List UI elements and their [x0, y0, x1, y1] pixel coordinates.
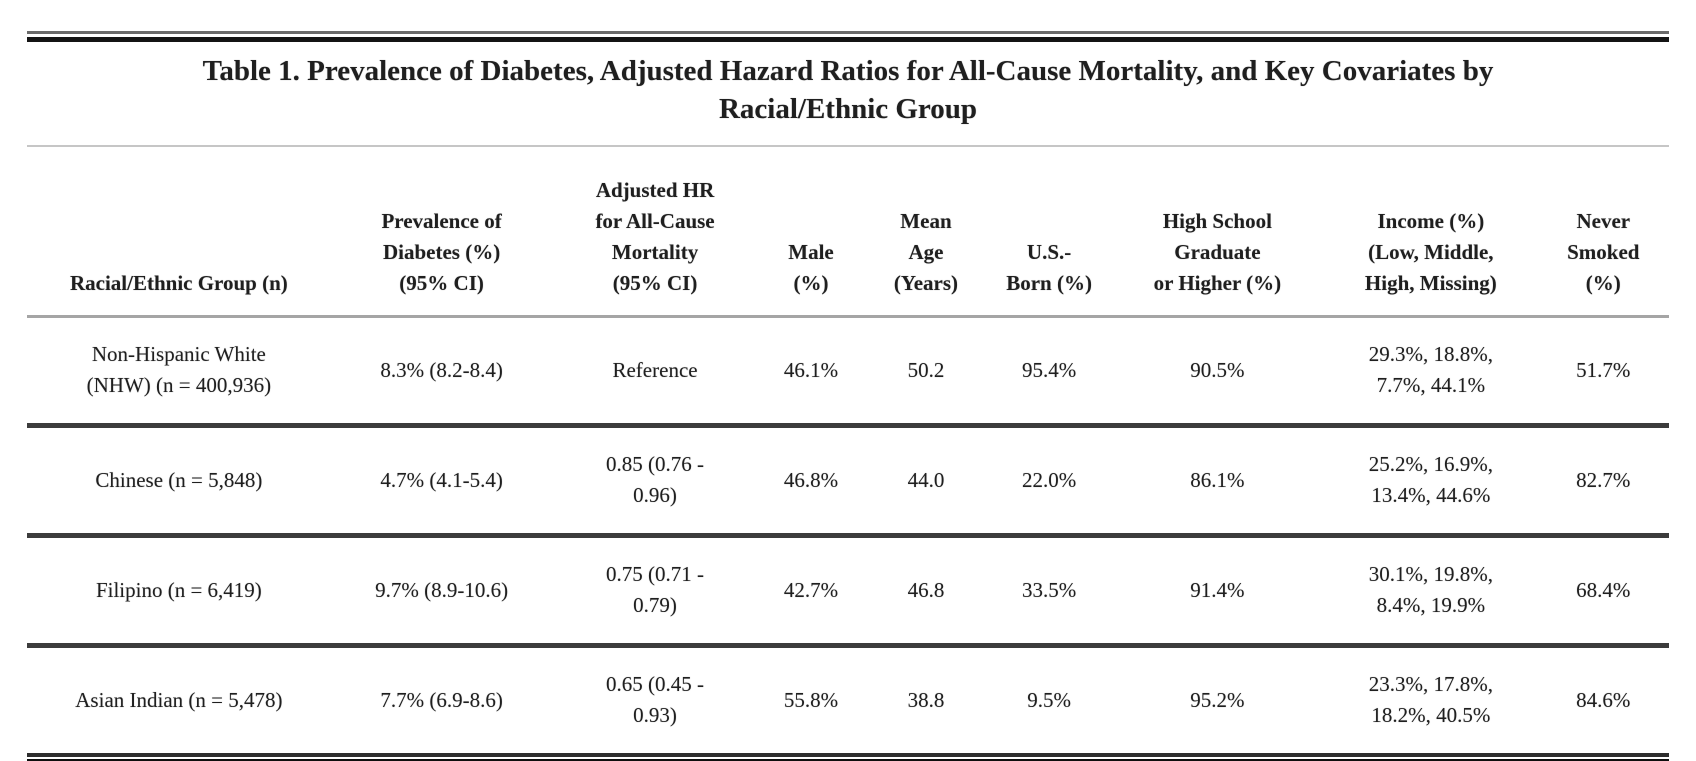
- cell-prevalence: 4.7% (4.1-5.4): [330, 422, 553, 536]
- cell-income: 23.3%, 17.8%, 18.2%, 40.5%: [1324, 642, 1538, 753]
- cell-us-born: 9.5%: [987, 642, 1111, 753]
- table-body: Non-Hispanic White (NHW) (n = 400,936) 8…: [27, 316, 1669, 753]
- column-header-adjusted-hr: Adjusted HR for All-Cause Mortality (95%…: [552, 146, 758, 318]
- cell-group-name: Non-Hispanic White (NHW) (n = 400,936): [86, 341, 272, 398]
- column-header-mean-age: Mean Age (Years): [864, 146, 988, 318]
- cell-never-smoked: 51.7%: [1576, 357, 1631, 382]
- cell-high-school: 91.4%: [1110, 532, 1325, 646]
- cell-income: 29.3%, 18.8%, 7.7%, 44.1%: [1368, 341, 1493, 398]
- cell-male: 46.1%: [783, 357, 839, 382]
- title-divider-rule: [27, 144, 1669, 147]
- column-header-male: Male (%): [757, 146, 865, 318]
- table-bottom-rule: [27, 752, 1669, 761]
- cell-adjusted-hr: 0.85 (0.76 - 0.96): [552, 422, 758, 536]
- column-header-prevalence: Prevalence of Diabetes (%) (95% CI): [330, 146, 553, 318]
- table-top-rule: [27, 31, 1669, 42]
- table-row-asian-indian: Asian Indian (n = 5,478) 7.7% (6.9-8.6) …: [27, 642, 1669, 753]
- table-header: Racial/Ethnic Group (n) Prevalence of Di…: [27, 146, 1669, 318]
- table-row-chinese: Chinese (n = 5,848) 4.7% (4.1-5.4) 0.85 …: [27, 422, 1669, 536]
- cell-group-name: Asian Indian (n = 5,478): [27, 642, 331, 753]
- cell-group-name: Chinese (n = 5,848): [27, 422, 331, 536]
- cell-prevalence: 7.7% (6.9-8.6): [330, 642, 553, 753]
- column-header-income: Income (%) (Low, Middle, High, Missing): [1324, 146, 1538, 318]
- cell-high-school: 95.2%: [1110, 642, 1325, 753]
- cell-us-born: 33.5%: [987, 532, 1111, 646]
- table-title: Table 1. Prevalence of Diabetes, Adjuste…: [202, 55, 1494, 126]
- cell-high-school: 86.1%: [1110, 422, 1325, 536]
- cell-mean-age: 50.2: [907, 357, 945, 382]
- cell-mean-age: 46.8: [864, 532, 988, 646]
- cell-never-smoked: 68.4%: [1537, 532, 1669, 646]
- cell-mean-age: 38.8: [864, 642, 988, 753]
- cell-income: 25.2%, 16.9%, 13.4%, 44.6%: [1324, 422, 1538, 536]
- cell-income: 30.1%, 19.8%, 8.4%, 19.9%: [1324, 532, 1538, 646]
- cell-group-name: Filipino (n = 6,419): [27, 532, 331, 646]
- cell-prevalence: 9.7% (8.9-10.6): [330, 532, 553, 646]
- header-row: Racial/Ethnic Group (n) Prevalence of Di…: [27, 146, 1669, 318]
- cell-high-school: 90.5%: [1190, 357, 1245, 382]
- cell-adjusted-hr: Reference: [612, 357, 698, 382]
- cell-male: 46.8%: [757, 422, 865, 536]
- column-header-us-born: U.S.- Born (%): [987, 146, 1111, 318]
- table-row-filipino: Filipino (n = 6,419) 9.7% (8.9-10.6) 0.7…: [27, 532, 1669, 646]
- cell-adjusted-hr: 0.75 (0.71 - 0.79): [552, 532, 758, 646]
- cell-us-born: 22.0%: [987, 422, 1111, 536]
- cell-mean-age: 44.0: [864, 422, 988, 536]
- cell-never-smoked: 82.7%: [1537, 422, 1669, 536]
- cell-us-born: 95.4%: [1021, 357, 1077, 382]
- column-header-high-school: High School Graduate or Higher (%): [1110, 146, 1325, 318]
- column-header-group: Racial/Ethnic Group (n): [27, 146, 331, 318]
- cell-male: 55.8%: [757, 642, 865, 753]
- table-row-nhw: Non-Hispanic White (NHW) (n = 400,936) 8…: [27, 316, 1669, 425]
- cell-male: 42.7%: [757, 532, 865, 646]
- column-header-never-smoked: Never Smoked (%): [1537, 146, 1669, 318]
- cell-prevalence: 8.3% (8.2-8.4): [380, 357, 503, 382]
- covariates-table: Racial/Ethnic Group (n) Prevalence of Di…: [27, 146, 1669, 753]
- cell-adjusted-hr: 0.65 (0.45 - 0.93): [552, 642, 758, 753]
- cell-never-smoked: 84.6%: [1537, 642, 1669, 753]
